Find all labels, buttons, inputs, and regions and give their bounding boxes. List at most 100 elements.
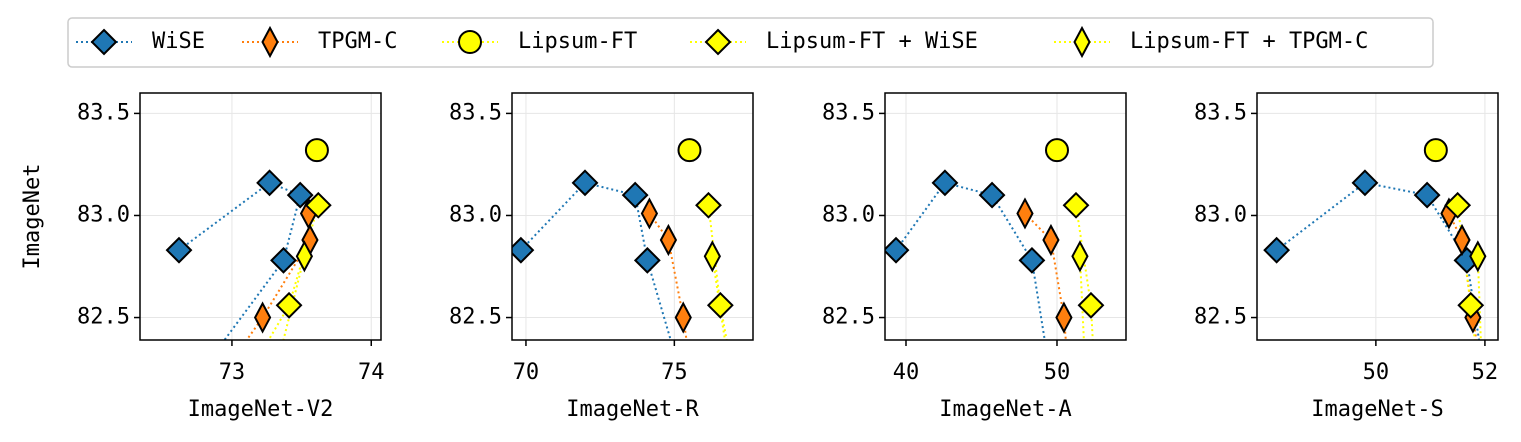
- series-line: [707, 205, 728, 340]
- data-point: [165, 236, 193, 264]
- data-point: [1016, 197, 1034, 230]
- data-point: [1018, 246, 1046, 274]
- legend-marker: [704, 28, 732, 56]
- data-point: [184, 367, 208, 391]
- x-tick-label: 50: [1044, 360, 1071, 385]
- data-point: [723, 365, 738, 393]
- data-point: [1071, 240, 1089, 273]
- data-point: [1453, 223, 1471, 257]
- data-point: [286, 181, 314, 209]
- data-point: [674, 301, 692, 334]
- x-tick-label: 40: [893, 360, 920, 385]
- data-point: [978, 181, 1006, 209]
- legend-label: WiSE: [152, 29, 205, 54]
- data-point: [659, 223, 678, 257]
- legend-marker: [1073, 25, 1091, 59]
- y-tick-label: 83.0: [77, 202, 130, 227]
- y-tick-label: 83.0: [822, 202, 875, 227]
- data-point: [253, 301, 272, 334]
- x-axis-label: ImageNet-V2: [188, 397, 334, 422]
- data-point: [1042, 223, 1060, 257]
- plot-area: [885, 138, 1107, 393]
- data-point: [304, 138, 329, 163]
- data-point: [275, 291, 303, 319]
- legend-label: TPGM-C: [318, 29, 397, 54]
- series-line: [1078, 256, 1085, 340]
- data-point: [1083, 367, 1107, 391]
- y-axis-label: ImageNet: [20, 164, 45, 270]
- y-tick-label: 82.5: [449, 305, 502, 330]
- data-point: [1062, 191, 1090, 219]
- series-line: [648, 212, 688, 340]
- y-tick-label: 83.5: [77, 100, 130, 125]
- data-point: [304, 191, 332, 219]
- x-axis-label: ImageNet-S: [1311, 397, 1443, 422]
- x-axis-label: ImageNet-R: [566, 397, 699, 422]
- data-point: [1423, 138, 1448, 163]
- data-point: [1055, 301, 1073, 334]
- axes-frame: [139, 92, 382, 341]
- data-point: [706, 291, 734, 319]
- legend-label: Lipsum-FT + TPGM-C: [1130, 29, 1368, 54]
- data-point: [677, 138, 702, 163]
- data-point: [266, 365, 281, 393]
- y-tick-label: 83.5: [822, 100, 875, 125]
- y-tick-label: 82.5: [77, 305, 130, 330]
- data-point: [885, 236, 910, 264]
- data-point: [1351, 169, 1379, 197]
- legend-marker: [90, 28, 118, 56]
- data-point: [1444, 191, 1472, 219]
- series-line: [1024, 212, 1067, 340]
- axes-frame: [511, 92, 754, 341]
- data-point: [1077, 291, 1105, 319]
- data-point: [1457, 291, 1485, 319]
- legend-box: [67, 17, 1434, 68]
- axes-frame: [884, 92, 1127, 341]
- axes-frame: [1256, 92, 1499, 341]
- series-line: [520, 181, 672, 340]
- data-point: [621, 181, 649, 209]
- x-tick-label: 75: [661, 360, 688, 385]
- x-tick-label: 74: [358, 360, 385, 385]
- x-tick-label: 50: [1363, 360, 1390, 385]
- plot-area: [1263, 138, 1487, 340]
- data-point: [1078, 365, 1093, 393]
- data-point: [703, 240, 721, 273]
- plot-area: [512, 138, 746, 393]
- legend-marker: [261, 25, 279, 59]
- x-tick-label: 73: [219, 360, 246, 385]
- legend-marker: [458, 30, 482, 54]
- series-line: [711, 256, 726, 340]
- y-tick-label: 82.5: [822, 305, 875, 330]
- data-point: [722, 367, 746, 391]
- y-tick-label: 83.0: [449, 202, 502, 227]
- data-point: [270, 246, 297, 274]
- data-point: [256, 169, 283, 197]
- x-tick-label: 70: [513, 360, 540, 385]
- y-tick-label: 83.5: [449, 100, 502, 125]
- legend-label: Lipsum-FT + WiSE: [766, 29, 978, 54]
- legend-label: Lipsum-FT: [518, 29, 637, 54]
- data-point: [633, 246, 661, 274]
- series-line: [282, 256, 306, 340]
- data-point: [1413, 181, 1441, 209]
- x-tick-label: 52: [1472, 360, 1499, 385]
- series-line: [178, 181, 302, 340]
- x-axis-label: ImageNet-A: [939, 397, 1071, 422]
- series-line: [245, 213, 311, 340]
- data-point: [931, 169, 959, 197]
- y-tick-label: 82.5: [1194, 305, 1247, 330]
- data-point: [1044, 138, 1069, 163]
- data-point: [695, 191, 722, 219]
- data-point: [571, 169, 599, 197]
- data-point: [512, 236, 535, 264]
- series-line: [1075, 205, 1094, 340]
- y-tick-label: 83.5: [1194, 100, 1247, 125]
- y-tick-label: 83.0: [1194, 202, 1247, 227]
- plot-area: [165, 138, 332, 393]
- data-point: [1263, 236, 1291, 264]
- data-point: [640, 197, 659, 230]
- data-point: [1469, 240, 1487, 273]
- data-point: [295, 240, 314, 273]
